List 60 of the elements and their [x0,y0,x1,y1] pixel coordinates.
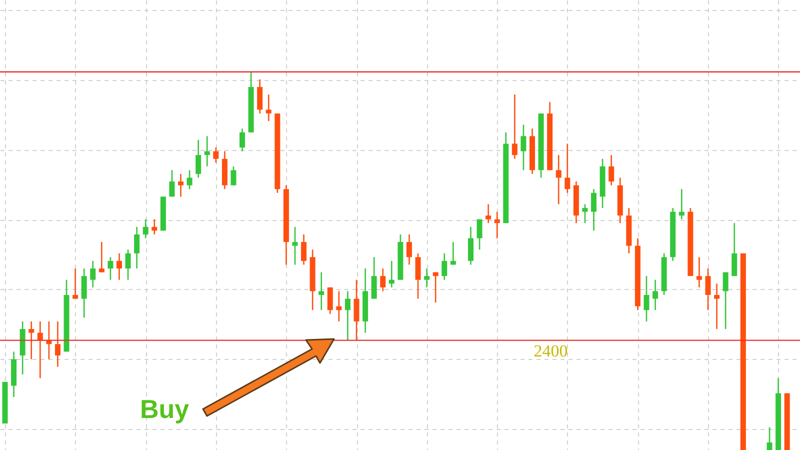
candlestick [81,268,87,318]
candlestick [90,260,96,288]
candlestick [380,268,386,292]
candlestick [292,226,298,266]
candlestick [476,218,482,250]
annotation: Buy [140,394,190,425]
candlestick [450,241,456,266]
candlestick [512,94,518,160]
candlestick [257,78,263,114]
candlestick [344,290,350,341]
candlestick [722,272,728,330]
candlestick [582,204,588,224]
candlestick [406,234,412,266]
candlestick [72,268,78,300]
candlestick [732,222,738,277]
candlestick [468,226,474,266]
candlestick [766,426,772,450]
candlestick [714,282,720,330]
candlestick [644,275,650,322]
candlestick [442,252,448,280]
annotation: 2400 [534,341,568,360]
candlestick [652,279,658,311]
candlestick [108,256,114,280]
candlestick [125,248,131,280]
candlestick [318,272,324,311]
candlestick [556,154,562,205]
candlestick [204,135,210,168]
candlestick [424,268,430,288]
candlestick [486,204,492,224]
candlestick [371,256,377,300]
candlestick [186,170,192,190]
candlestick [591,188,597,232]
candlestick [354,279,360,341]
candlestick [336,290,342,322]
candlestick [152,218,158,236]
candlestick [608,154,614,186]
candlestick [327,286,333,315]
candlestick [54,320,60,368]
candlestick [388,260,394,288]
candlestick [678,188,684,220]
candlestick [169,170,175,198]
candlestick [266,94,272,122]
candlestick [116,252,122,280]
candlestick [134,226,140,270]
candlestick [98,241,104,273]
candlestick [213,146,219,164]
candlestick [415,252,421,300]
candlestick [240,128,246,152]
candlestick [196,139,202,178]
candlestick [705,268,711,311]
candlestick [230,166,236,186]
candlestick [520,124,526,171]
candlestick [28,320,34,360]
candlestick [432,272,438,304]
candlestick [494,211,500,239]
candlestick [301,234,307,266]
candlestick [142,218,148,239]
candlestick [564,143,570,194]
candlestick [696,256,702,288]
candlestick [178,173,184,198]
